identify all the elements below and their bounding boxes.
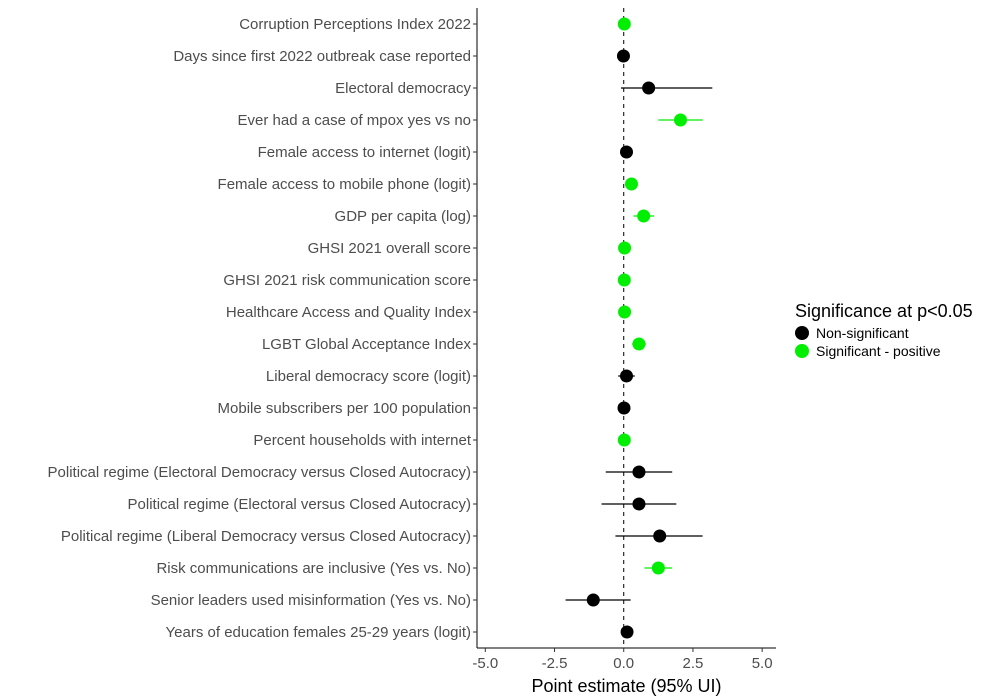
y-category-label: Corruption Perceptions Index 2022 <box>239 16 471 33</box>
point-estimate-marker <box>637 209 651 223</box>
point-estimate-marker <box>620 145 633 159</box>
y-category-label: Female access to internet (logit) <box>258 144 471 161</box>
point-estimate-marker <box>620 625 634 639</box>
y-category-label: Healthcare Access and Quality Index <box>226 304 472 321</box>
x-tick-label: 2.5 <box>683 655 704 672</box>
y-category-label: Senior leaders used misinformation (Yes … <box>151 592 471 609</box>
point-estimate-marker <box>632 497 646 511</box>
y-category-label: Electoral democracy <box>335 80 471 97</box>
legend-entry-label: Non-significant <box>816 325 909 341</box>
point-estimate-marker <box>617 433 631 447</box>
point-estimate-marker <box>586 593 600 607</box>
legend-entry-label: Significant - positive <box>816 343 941 359</box>
x-tick-label: -5.0 <box>472 655 498 672</box>
point-estimate-marker <box>617 17 631 31</box>
point-estimate-marker <box>673 113 687 127</box>
y-category-label: Female access to mobile phone (logit) <box>218 176 471 193</box>
point-estimate-marker <box>620 369 633 383</box>
y-category-label: Political regime (Electoral Democracy ve… <box>48 464 471 481</box>
legend-title: Significance at p<0.05 <box>795 301 973 321</box>
y-category-label: GHSI 2021 overall score <box>308 240 471 257</box>
point-estimate-marker <box>653 529 667 543</box>
point-estimate-marker <box>632 337 646 351</box>
point-estimate-marker <box>642 81 656 95</box>
point-estimate-marker <box>617 401 631 415</box>
y-category-label: Percent households with internet <box>253 432 471 449</box>
point-estimate-marker <box>624 177 638 191</box>
x-tick-label: 5.0 <box>752 655 773 672</box>
point-estimate-marker <box>632 465 646 479</box>
y-category-label: Risk communications are inclusive (Yes v… <box>156 560 471 577</box>
point-estimate-marker <box>618 241 632 255</box>
y-category-label: GHSI 2021 risk communication score <box>223 272 471 289</box>
x-tick-label: -2.5 <box>542 655 568 672</box>
y-category-label: GDP per capita (log) <box>335 208 471 225</box>
x-axis-title: Point estimate (95% UI) <box>531 676 721 696</box>
legend-key-marker <box>795 344 809 358</box>
y-category-label: Political regime (Electoral versus Close… <box>128 496 471 513</box>
y-category-label: Mobile subscribers per 100 population <box>218 400 471 417</box>
point-estimate-marker <box>617 273 631 287</box>
y-category-label: Ever had a case of mpox yes vs no <box>238 112 471 129</box>
y-category-label: Political regime (Liberal Democracy vers… <box>61 528 471 545</box>
x-tick-label: 0.0 <box>613 655 634 672</box>
y-category-label: Years of education females 25-29 years (… <box>166 624 471 641</box>
point-estimate-marker <box>618 305 632 319</box>
y-category-label: LGBT Global Acceptance Index <box>262 336 472 353</box>
legend-key-marker <box>795 326 809 340</box>
point-estimate-marker <box>651 561 665 575</box>
y-category-label: Liberal democracy score (logit) <box>266 368 471 385</box>
y-category-label: Days since first 2022 outbreak case repo… <box>173 48 471 65</box>
point-estimate-marker <box>616 49 630 63</box>
